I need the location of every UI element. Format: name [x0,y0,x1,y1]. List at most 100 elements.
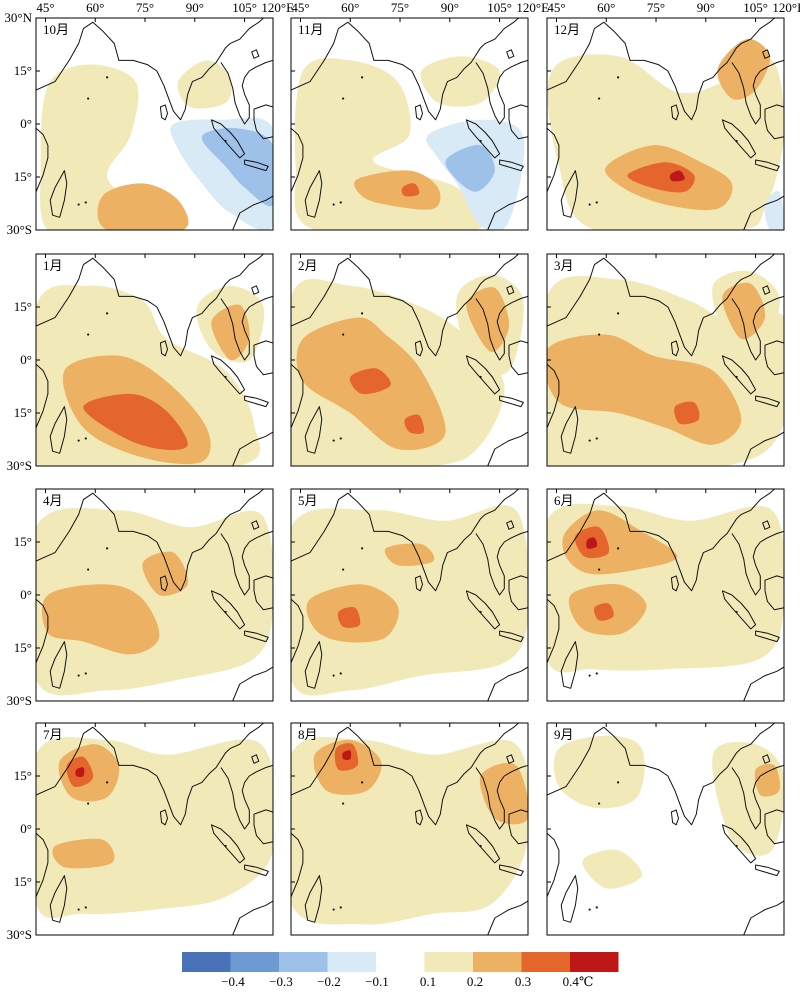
coastline-hainan [506,520,515,530]
island-dot [106,76,109,79]
colorbar-tick-label: −0.4 [221,974,245,989]
anomaly-contour-p1 [291,505,528,696]
island-dot [598,802,601,805]
lon-tick-label: 105° [232,0,257,15]
coastline-asia [547,18,775,121]
anomaly-contour-p2 [142,551,189,596]
coastline-indochina [731,530,784,596]
coastline-indochina [731,764,784,830]
island-dot [588,674,591,677]
coastline-africa [291,363,304,428]
island-dot [735,844,738,848]
lat-tick-label: 15° [14,63,32,78]
panel-month-label: 11月 [298,22,324,37]
panel-month-label: 2月 [298,258,318,273]
coastline-madagascar [304,875,323,923]
coastline-sri [670,575,679,592]
colorbar-tick-label: −0.1 [365,974,389,989]
coastline-borneo [508,104,528,140]
map-panel-aug: 8月 [290,722,529,936]
anomaly-contour-p1 [294,58,486,230]
lon-tick-label: 60° [597,0,615,15]
colorbar-swatch-n2 [279,952,328,972]
anomaly-contours [291,18,528,230]
island-dot [224,844,227,848]
anomaly-contour-p3 [83,393,188,451]
coastline-africa [36,127,49,192]
coastline-sri [670,340,679,357]
coastline-sri [159,809,168,826]
coastline-asia [291,489,519,592]
anomaly-contours [547,489,784,701]
coastline-asia [547,489,775,592]
coastline-sri [670,809,679,826]
coastline-sumatra [465,119,501,159]
island-dot [332,439,335,442]
island-dot [77,908,80,911]
island-dot [595,437,598,440]
coastline-indochina [731,59,784,125]
anomaly-contours [36,254,273,466]
island-dot [224,610,227,614]
colorbar-tick-label: 0.1 [420,974,436,989]
island-dot [87,333,90,336]
coastline-asia [291,254,519,357]
coastline-borneo [764,809,784,845]
island-dot [361,781,364,784]
lat-tick-label: 30°S [7,458,32,473]
coastline-sri [414,340,423,357]
island-dot [87,97,90,100]
coastline-borneo [508,340,528,376]
coastline-java [499,159,524,172]
coastline-indochina [475,530,528,596]
coastline-sri [159,340,168,357]
coastline-borneo [508,809,528,845]
lon-tick-label: 75° [391,0,409,15]
coastline-madagascar [304,406,323,454]
anomaly-contour-p2 [754,763,781,797]
coastline-australia [232,900,273,935]
anomaly-contours [36,723,273,935]
lat-tick-label: 0° [20,116,32,131]
lon-tick-label: 75° [136,0,154,15]
coastline-java [244,159,269,172]
anomaly-contour-p2 [384,543,435,567]
map-panel-feb: 2月 [290,253,529,467]
coastline-borneo [764,340,784,376]
island-dot [332,908,335,911]
lon-tick-label: 60° [86,0,104,15]
anomaly-contour-n1 [764,190,784,230]
island-dot [106,781,109,784]
coastline-africa [291,598,304,663]
panel-month-label: 9月 [554,727,574,742]
coastline-indochina [220,295,273,361]
coastline-madagascar [560,641,579,689]
coastline-africa [547,598,560,663]
lat-tick-label: 15° [14,169,32,184]
panel-month-label: 10月 [43,22,69,37]
anomaly-contour-p2 [41,584,160,655]
coastline-hainan [251,754,260,764]
coastline-madagascar [560,170,579,218]
coastline-australia [232,195,273,230]
panel-month-label: 5月 [298,493,318,508]
island-dot [595,672,598,675]
map-panel-jan: 1月 [35,253,274,467]
coastline-java [244,864,269,877]
coastline-indochina [475,59,528,125]
coastline-hainan [506,49,515,59]
lon-tick-label: 120°E [516,0,549,15]
lon-tick-label: 105° [743,0,768,15]
island-dot [342,802,345,805]
coastline-hainan [762,520,771,530]
coastline-australia [487,195,528,230]
coastline-sumatra [210,590,246,630]
island-dot [617,781,620,784]
lon-tick-label: 90° [441,0,459,15]
island-dot [479,844,482,848]
map-panel-dec: 12月 [546,17,785,231]
anomaly-contour-p2 [211,304,250,361]
anomaly-contour-p2 [717,38,770,100]
coastline-sumatra [465,355,501,395]
coastline-madagascar [560,875,579,923]
